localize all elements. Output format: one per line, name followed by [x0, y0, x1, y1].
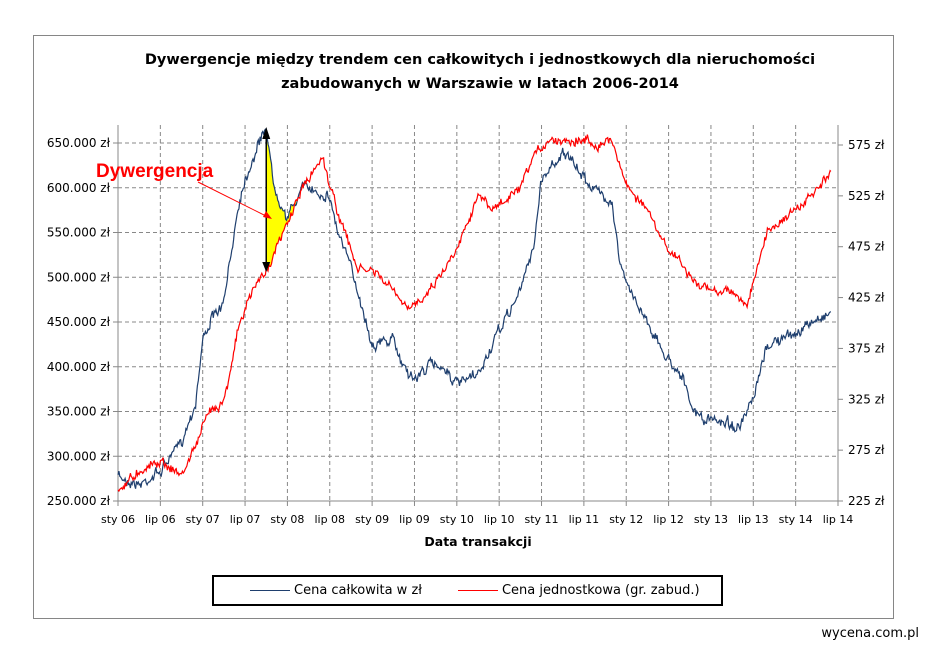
footer-brand: wycena.com.pl — [821, 626, 919, 641]
x-tick-label: lip 08 — [314, 513, 345, 526]
x-tick-label: sty 11 — [524, 513, 558, 526]
y-right-tick-label: 325 zł — [848, 392, 885, 406]
x-tick-label: sty 08 — [270, 513, 304, 526]
divergence-pointer — [197, 181, 271, 219]
y-left-tick-label: 250.000 zł — [47, 494, 111, 508]
x-tick-label: sty 07 — [186, 513, 220, 526]
y-left-tick-label: 500.000 zł — [47, 270, 111, 284]
arrowhead-up-icon — [262, 127, 271, 139]
chart-title-line-2: zabudowanych w Warszawie w latach 2006-2… — [281, 76, 679, 92]
x-tick-label: sty 06 — [101, 513, 135, 526]
y-right-tick-label: 275 zł — [848, 443, 885, 457]
y-left-tick-label: 650.000 zł — [47, 136, 111, 150]
x-tick-label: lip 09 — [399, 513, 430, 526]
y-right-tick-label: 475 zł — [848, 240, 885, 254]
y-left-tick-label: 350.000 zł — [47, 405, 111, 419]
legend-swatch-total — [250, 590, 290, 591]
legend-swatch-unit — [457, 590, 498, 591]
x-tick-label: lip 12 — [653, 513, 684, 526]
series-line-unit — [117, 134, 832, 493]
x-axis-title: Data transakcji — [424, 534, 531, 549]
y-left-tick-label: 550.000 zł — [47, 226, 111, 240]
x-tick-label: lip 07 — [230, 513, 261, 526]
y-left-tick-label: 450.000 zł — [47, 315, 111, 329]
x-tick-label: sty 14 — [779, 513, 813, 526]
legend-label-total: Cena całkowita w zł — [294, 583, 422, 598]
chart-title-line-1: Dywergencje między trendem cen całkowity… — [144, 52, 816, 68]
legend-label-unit: Cena jednostkowa (gr. zabud.) — [501, 583, 700, 598]
pointer-arrowhead-icon — [263, 211, 272, 219]
x-tick-label: sty 13 — [694, 513, 728, 526]
legend-item-total: Cena całkowita w zł — [250, 583, 422, 598]
y-right-tick-label: 225 zł — [848, 494, 885, 508]
arrowhead-down-icon — [262, 262, 271, 272]
x-tick-label: lip 13 — [738, 513, 769, 526]
series-line-total — [117, 128, 832, 489]
y-right-tick-label: 375 zł — [848, 341, 885, 355]
legend-item-unit: Cena jednostkowa (gr. zabud.) — [457, 583, 700, 598]
x-tick-label: sty 09 — [355, 513, 389, 526]
divergence-label: Dywergencja — [96, 161, 214, 182]
x-tick-label: lip 06 — [145, 513, 176, 526]
x-tick-label: lip 11 — [569, 513, 600, 526]
y-right-tick-label: 575 zł — [848, 138, 885, 152]
x-tick-label: lip 14 — [823, 513, 854, 526]
y-right-tick-label: 425 zł — [848, 291, 885, 305]
x-tick-label: lip 10 — [484, 513, 515, 526]
divergence-highlight — [266, 128, 297, 272]
chart-frame — [33, 35, 894, 619]
y-right-tick-label: 525 zł — [848, 189, 885, 203]
x-tick-label: sty 10 — [440, 513, 474, 526]
y-left-tick-label: 300.000 zł — [47, 449, 111, 463]
x-tick-label: sty 12 — [609, 513, 643, 526]
y-left-tick-label: 400.000 zł — [47, 360, 111, 374]
legend: Cena całkowita w zł Cena jednostkowa (gr… — [212, 575, 723, 606]
y-left-tick-label: 600.000 zł — [47, 181, 111, 195]
